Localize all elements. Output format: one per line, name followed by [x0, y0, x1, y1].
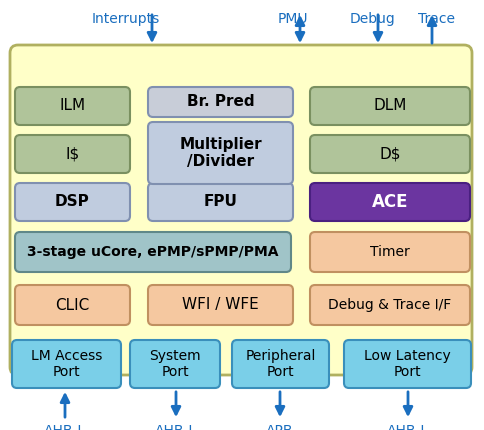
- Text: AHB-L: AHB-L: [44, 424, 86, 430]
- Text: AHB-L: AHB-L: [155, 424, 197, 430]
- FancyBboxPatch shape: [310, 183, 470, 221]
- Text: ILM: ILM: [60, 98, 86, 114]
- FancyBboxPatch shape: [15, 183, 130, 221]
- Text: Debug: Debug: [350, 12, 396, 26]
- Text: CLIC: CLIC: [55, 298, 90, 313]
- Text: Low Latency
Port: Low Latency Port: [364, 349, 451, 379]
- Text: ACE: ACE: [372, 193, 408, 211]
- FancyBboxPatch shape: [344, 340, 471, 388]
- Text: System
Port: System Port: [149, 349, 201, 379]
- Text: DLM: DLM: [373, 98, 407, 114]
- Text: APB: APB: [266, 424, 294, 430]
- FancyBboxPatch shape: [148, 183, 293, 221]
- Text: Interrupts: Interrupts: [92, 12, 160, 26]
- Text: Multiplier
/Divider: Multiplier /Divider: [179, 137, 262, 169]
- FancyBboxPatch shape: [148, 285, 293, 325]
- FancyBboxPatch shape: [310, 135, 470, 173]
- FancyBboxPatch shape: [310, 285, 470, 325]
- FancyBboxPatch shape: [10, 45, 472, 375]
- Text: WFI / WFE: WFI / WFE: [182, 298, 259, 313]
- Text: D$: D$: [379, 147, 401, 162]
- Text: I$: I$: [65, 147, 80, 162]
- FancyBboxPatch shape: [148, 87, 293, 117]
- Text: Debug & Trace I/F: Debug & Trace I/F: [328, 298, 452, 312]
- Text: DSP: DSP: [55, 194, 90, 209]
- Text: Peripheral
Port: Peripheral Port: [245, 349, 316, 379]
- FancyBboxPatch shape: [12, 340, 121, 388]
- FancyBboxPatch shape: [148, 122, 293, 184]
- FancyBboxPatch shape: [15, 87, 130, 125]
- Text: FPU: FPU: [204, 194, 238, 209]
- Text: AHB-L: AHB-L: [387, 424, 429, 430]
- Text: PMU: PMU: [278, 12, 308, 26]
- Text: Br. Pred: Br. Pred: [187, 95, 254, 110]
- Text: Timer: Timer: [370, 245, 410, 259]
- Text: Trace: Trace: [418, 12, 455, 26]
- FancyBboxPatch shape: [15, 232, 291, 272]
- FancyBboxPatch shape: [310, 232, 470, 272]
- FancyBboxPatch shape: [130, 340, 220, 388]
- Text: 3-stage uCore, ePMP/sPMP/PMA: 3-stage uCore, ePMP/sPMP/PMA: [27, 245, 279, 259]
- FancyBboxPatch shape: [232, 340, 329, 388]
- FancyBboxPatch shape: [15, 285, 130, 325]
- Text: LM Access
Port: LM Access Port: [31, 349, 102, 379]
- FancyBboxPatch shape: [310, 87, 470, 125]
- FancyBboxPatch shape: [15, 135, 130, 173]
